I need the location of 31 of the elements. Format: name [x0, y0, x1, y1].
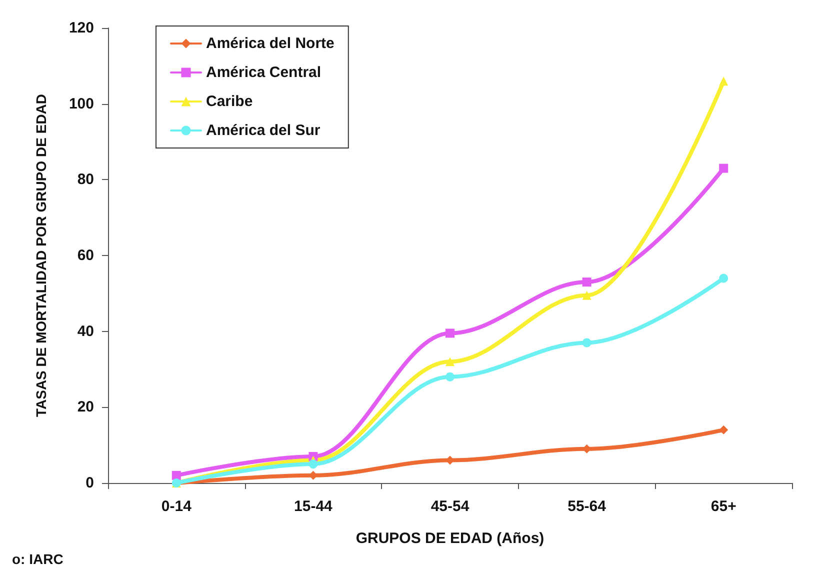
point — [719, 164, 728, 173]
legend-label: América del Norte — [206, 35, 334, 52]
x-tick-label: 15-44 — [294, 498, 334, 515]
y-tick-label: 20 — [77, 398, 94, 416]
x-tick-label: 0-14 — [161, 498, 192, 515]
x-tick-label: 65+ — [710, 498, 737, 515]
legend-label: América Central — [206, 64, 322, 81]
x-axis-title: GRUPOS DE EDAD (Años) — [356, 530, 544, 547]
point — [582, 278, 592, 287]
x-tick-label: 55-64 — [568, 498, 607, 515]
point — [308, 460, 318, 469]
x-tick-label: 45-54 — [430, 498, 470, 515]
y-tick-label: 40 — [77, 322, 94, 340]
legend-label: Caribe — [206, 93, 253, 110]
text: o: IARC — [12, 551, 64, 567]
y-tick-label: 120 — [68, 20, 94, 36]
point — [446, 357, 454, 366]
y-tick-label: 0 — [86, 474, 94, 492]
y-tick-label: 100 — [68, 95, 94, 112]
legend-label: América del Sur — [206, 122, 320, 139]
y-axis-title: TASAS DE MORTALIDAD POR GRUPO DE EDAD — [33, 94, 49, 418]
point — [719, 76, 728, 86]
point — [172, 470, 181, 480]
point — [719, 274, 728, 283]
point — [582, 338, 592, 348]
y-tick-label: 60 — [77, 247, 94, 264]
point — [582, 290, 592, 300]
point — [446, 372, 454, 382]
point — [719, 425, 728, 434]
y-tick-label: 80 — [77, 171, 94, 188]
point — [446, 328, 454, 338]
